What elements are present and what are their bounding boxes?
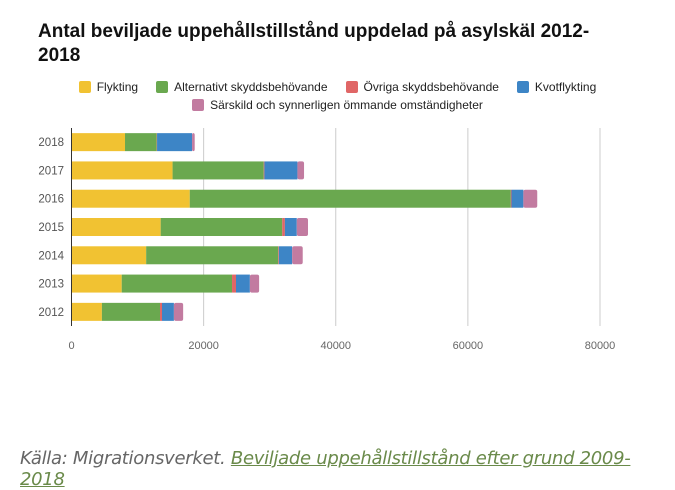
bar-segment: [72, 218, 161, 236]
bar-segment: [292, 246, 303, 264]
bar-segment: [278, 246, 279, 264]
bar-segment: [282, 218, 285, 236]
bar-segment: [192, 133, 195, 151]
bar-segment: [157, 133, 192, 151]
bar-segment: [264, 161, 265, 179]
bar-segment: [122, 275, 232, 293]
bar-segment: [161, 218, 283, 236]
bar-segment: [162, 303, 174, 321]
bar-segment: [72, 275, 122, 293]
bar-segment: [511, 190, 523, 208]
bar-segment: [190, 190, 511, 208]
bar-segment: [297, 161, 304, 179]
y-tick-label: 2018: [38, 137, 64, 149]
bar-segment: [236, 275, 250, 293]
bar-segment: [232, 275, 236, 293]
bar-segment: [511, 190, 512, 208]
bar-segment: [264, 161, 297, 179]
bar-segment: [72, 190, 190, 208]
x-tick-label: 40000: [320, 340, 351, 352]
bar-segment: [250, 275, 259, 293]
x-tick-label: 80000: [585, 340, 616, 352]
y-tick-label: 2013: [38, 279, 64, 291]
bar-segment: [72, 161, 173, 179]
bar-segment: [523, 190, 537, 208]
bar-segment: [174, 303, 183, 321]
bar-segment: [160, 303, 162, 321]
x-tick-label: 60000: [453, 340, 484, 352]
bar-segment: [173, 161, 264, 179]
y-tick-label: 2015: [38, 222, 64, 234]
source-prefix: Källa: Migrationsverket.: [20, 448, 231, 469]
bar-segment: [72, 303, 102, 321]
source-note: Källa: Migrationsverket. Beviljade uppeh…: [20, 448, 675, 490]
bar-segment: [72, 246, 147, 264]
bar-segment: [102, 303, 160, 321]
bar-segment: [297, 218, 308, 236]
bar-segment: [146, 246, 278, 264]
y-tick-label: 2012: [38, 307, 64, 319]
bar-segment: [285, 218, 297, 236]
bar-segment: [72, 133, 126, 151]
bar-segment: [279, 246, 292, 264]
y-tick-label: 2016: [38, 194, 64, 206]
x-tick-label: 20000: [188, 340, 219, 352]
x-tick-label: 0: [68, 340, 74, 352]
bar-segment: [125, 133, 157, 151]
y-tick-label: 2017: [38, 165, 64, 177]
y-tick-label: 2014: [38, 250, 64, 262]
